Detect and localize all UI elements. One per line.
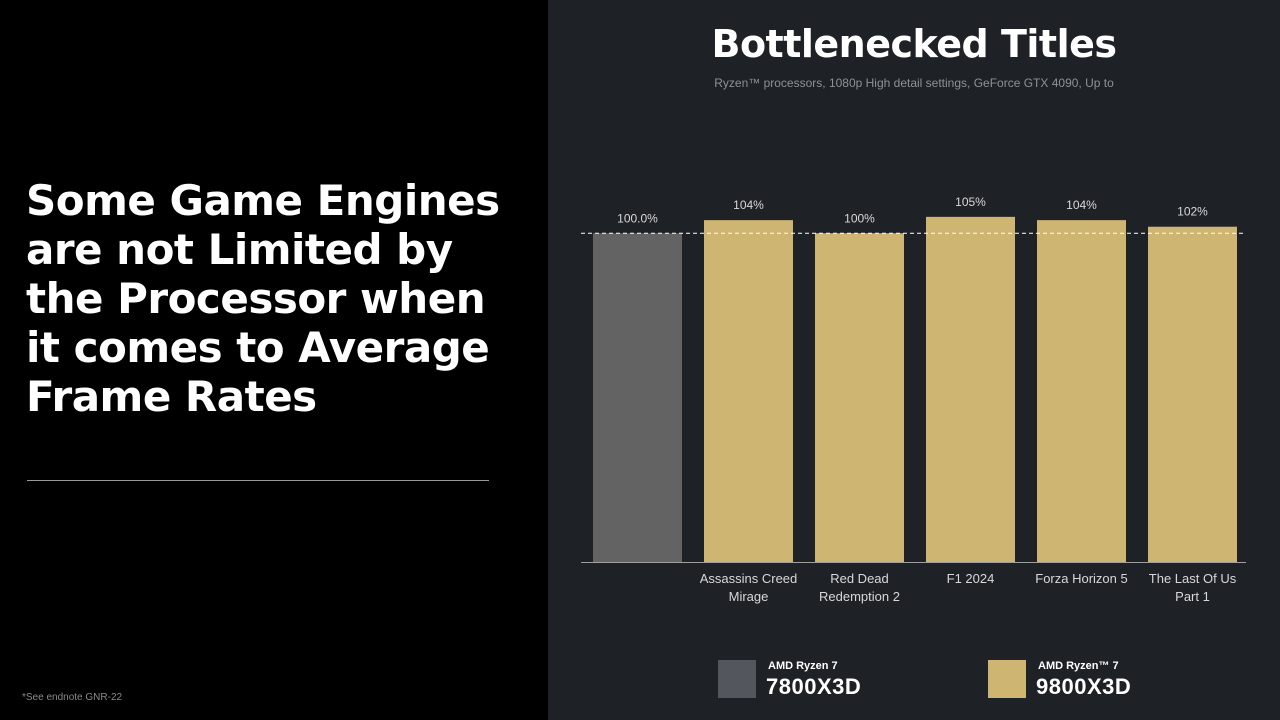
- headline-line: Some Game Engines: [26, 176, 500, 225]
- left-panel: Some Game Engines are not Limited by the…: [0, 0, 548, 720]
- chart-subtitle: Ryzen™ processors, 1080p High detail set…: [714, 76, 1114, 90]
- chart-bar: [593, 233, 682, 563]
- category-label: Mirage: [729, 589, 769, 604]
- data-label: 102%: [1177, 205, 1208, 219]
- category-label: Red Dead: [830, 571, 889, 586]
- headline-divider: [27, 480, 489, 481]
- data-label: 105%: [955, 195, 986, 209]
- legend-swatch: [718, 660, 756, 698]
- chart-bar: [1148, 226, 1237, 562]
- legend-brand: AMD Ryzen 7: [768, 660, 838, 672]
- legend-brand: AMD Ryzen™ 7: [1038, 660, 1119, 672]
- footnote: *See endnote GNR-22: [22, 692, 123, 703]
- data-label: 104%: [1066, 198, 1097, 212]
- chart-bar: [704, 220, 793, 562]
- headline-line: Frame Rates: [26, 372, 317, 421]
- bar-chart: 100.0% 104% Assassins Creed Mirage 100% Red D…: [581, 195, 1246, 604]
- chart-bar: [815, 233, 904, 563]
- data-label: 100%: [844, 211, 875, 225]
- category-label: Assassins Creed: [700, 571, 798, 586]
- headline-line: are not Limited by: [26, 225, 453, 274]
- legend-swatch: [988, 660, 1026, 698]
- headline: Some Game Engines are not Limited by the…: [26, 176, 526, 421]
- chart-bar: [926, 216, 1015, 563]
- category-label: F1 2024: [947, 571, 995, 586]
- legend-model: 7800X3D: [766, 674, 862, 699]
- chart-title: Bottlenecked Titles: [711, 22, 1117, 66]
- category-label: Redemption 2: [819, 589, 900, 604]
- category-label: Forza Horizon 5: [1035, 571, 1127, 586]
- data-label: 104%: [733, 198, 764, 212]
- data-label: 100.0%: [617, 211, 658, 225]
- headline-line: it comes to Average: [26, 323, 490, 372]
- category-label: The Last Of Us: [1149, 571, 1237, 586]
- legend-model: 9800X3D: [1036, 674, 1132, 699]
- category-label: Part 1: [1175, 589, 1210, 604]
- headline-line: the Processor when: [26, 274, 486, 323]
- chart-bar: [1037, 220, 1126, 562]
- chart-panel: Bottlenecked Titles Ryzen™ processors, 1…: [548, 0, 1280, 720]
